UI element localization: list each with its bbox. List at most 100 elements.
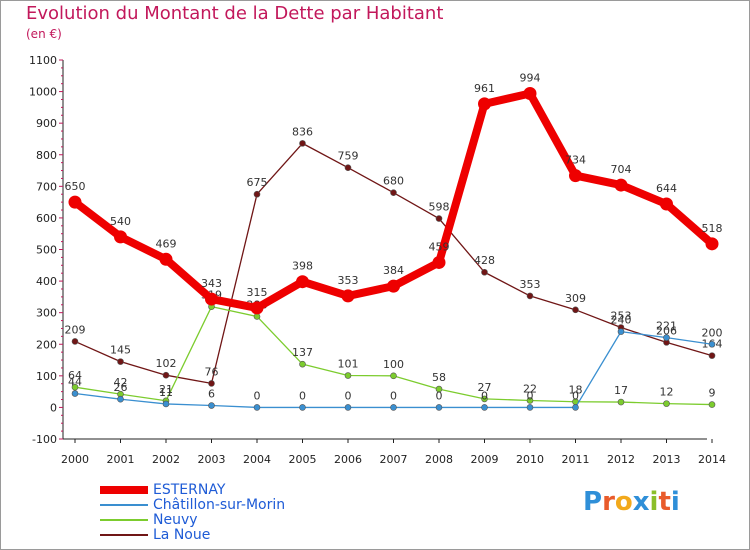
data-point-ch-tillon-sur-morin — [435, 404, 443, 411]
data-label-ch-tillon-sur-morin: 6 — [208, 388, 215, 401]
data-point-esternay — [523, 86, 537, 100]
y-tick-label: 300 — [36, 307, 57, 320]
data-label-neuvy: 22 — [523, 382, 537, 395]
data-label-esternay: 343 — [201, 277, 222, 290]
data-point-neuvy — [71, 383, 79, 391]
data-label-la-noue: 598 — [429, 201, 450, 214]
data-point-esternay — [296, 275, 309, 289]
x-tick-label: 2009 — [471, 453, 499, 466]
data-label-ch-tillon-sur-morin: 0 — [254, 389, 261, 402]
data-label-la-noue: 353 — [520, 278, 541, 291]
data-label-neuvy: 101 — [338, 358, 359, 371]
x-tick-label: 2004 — [243, 453, 271, 466]
legend-swatch-la-noue — [100, 534, 148, 536]
data-point-esternay — [614, 178, 628, 192]
data-label-neuvy: 64 — [68, 369, 82, 382]
x-tick-label: 2011 — [562, 453, 590, 466]
y-tick-label: 100 — [36, 370, 57, 383]
data-point-neuvy — [617, 398, 625, 406]
data-point-la-noue — [162, 371, 170, 379]
y-tick-label: -100 — [32, 433, 57, 446]
data-label-esternay: 650 — [65, 180, 86, 193]
data-point-la-noue — [117, 358, 124, 365]
data-label-la-noue: 836 — [292, 125, 313, 138]
data-label-esternay: 961 — [474, 82, 495, 95]
data-point-la-noue — [526, 292, 534, 300]
data-label-esternay: 398 — [292, 260, 313, 273]
data-label-la-noue: 253 — [611, 310, 632, 323]
data-point-neuvy — [299, 360, 306, 368]
y-tick-label: 1100 — [29, 54, 57, 67]
data-point-esternay — [68, 195, 82, 209]
data-point-neuvy — [663, 400, 670, 407]
data-point-la-noue — [299, 140, 306, 147]
data-point-ch-tillon-sur-morin — [481, 404, 488, 411]
data-label-neuvy: 42 — [114, 376, 128, 389]
data-point-ch-tillon-sur-morin — [526, 404, 534, 411]
data-label-la-noue: 428 — [474, 254, 495, 267]
x-tick-label: 2014 — [698, 453, 726, 466]
x-tick-label: 2006 — [334, 453, 362, 466]
data-point-la-noue — [572, 306, 579, 314]
data-label-neuvy: 58 — [432, 371, 446, 384]
data-label-esternay: 353 — [338, 274, 359, 287]
x-tick-label: 2005 — [289, 453, 317, 466]
data-label-esternay: 384 — [383, 264, 404, 277]
data-point-neuvy — [526, 397, 534, 404]
data-point-ch-tillon-sur-morin — [390, 404, 397, 411]
data-label-esternay: 469 — [156, 237, 177, 250]
legend-label-la-noue: La Noue — [153, 527, 211, 543]
data-point-ch-tillon-sur-morin — [708, 340, 716, 348]
data-point-neuvy — [390, 372, 397, 380]
data-label-la-noue: 102 — [156, 357, 177, 370]
data-point-ch-tillon-sur-morin — [117, 395, 124, 403]
y-tick-label: 200 — [36, 338, 57, 351]
x-tick-label: 2012 — [607, 453, 635, 466]
x-tick-label: 2010 — [516, 453, 544, 466]
data-label-la-noue: 209 — [65, 323, 86, 336]
data-label-ch-tillon-sur-morin: 200 — [702, 326, 723, 339]
data-point-neuvy — [344, 372, 352, 379]
data-point-la-noue — [435, 215, 443, 222]
data-label-esternay: 704 — [611, 163, 632, 176]
data-point-la-noue — [253, 190, 261, 198]
data-point-ch-tillon-sur-morin — [253, 404, 261, 411]
data-point-ch-tillon-sur-morin — [208, 402, 215, 409]
data-label-neuvy: 9 — [709, 387, 716, 400]
data-label-la-noue: 309 — [565, 292, 586, 305]
y-tick-label: 500 — [36, 244, 57, 257]
data-label-ch-tillon-sur-morin: 221 — [656, 320, 677, 333]
data-point-esternay — [159, 252, 173, 266]
data-point-la-noue — [71, 338, 79, 345]
data-point-neuvy — [481, 395, 488, 403]
data-point-neuvy — [708, 401, 716, 408]
data-label-la-noue: 759 — [338, 150, 359, 163]
x-tick-label: 2000 — [61, 453, 89, 466]
proxiti-logo: Proxiti — [583, 487, 680, 517]
y-tick-label: 700 — [36, 180, 57, 193]
data-label-neuvy: 100 — [383, 358, 404, 371]
y-tick-label: 900 — [36, 117, 57, 130]
data-label-la-noue: 675 — [247, 176, 268, 189]
data-label-ch-tillon-sur-morin: 0 — [481, 389, 488, 402]
data-point-ch-tillon-sur-morin — [162, 400, 170, 408]
x-tick-label: 2007 — [380, 453, 408, 466]
data-label-ch-tillon-sur-morin: 240 — [611, 314, 632, 327]
data-point-esternay — [705, 237, 719, 251]
chart-subtitle: (en €) — [26, 27, 62, 41]
data-point-esternay — [205, 292, 218, 306]
data-point-esternay — [341, 289, 355, 303]
data-label-ch-tillon-sur-morin: 0 — [390, 389, 397, 402]
data-point-esternay — [660, 197, 673, 211]
data-label-esternay: 994 — [520, 71, 541, 84]
data-label-neuvy: 137 — [292, 346, 313, 359]
data-label-esternay: 518 — [702, 222, 723, 235]
data-label-la-noue: 206 — [656, 324, 677, 337]
y-tick-label: 600 — [36, 212, 57, 225]
legend-label-esternay: ESTERNAY — [153, 482, 226, 498]
data-point-esternay — [114, 230, 127, 244]
y-tick-label: 0 — [50, 401, 57, 414]
data-label-esternay: 540 — [110, 215, 131, 228]
data-label-neuvy: 27 — [478, 381, 492, 394]
